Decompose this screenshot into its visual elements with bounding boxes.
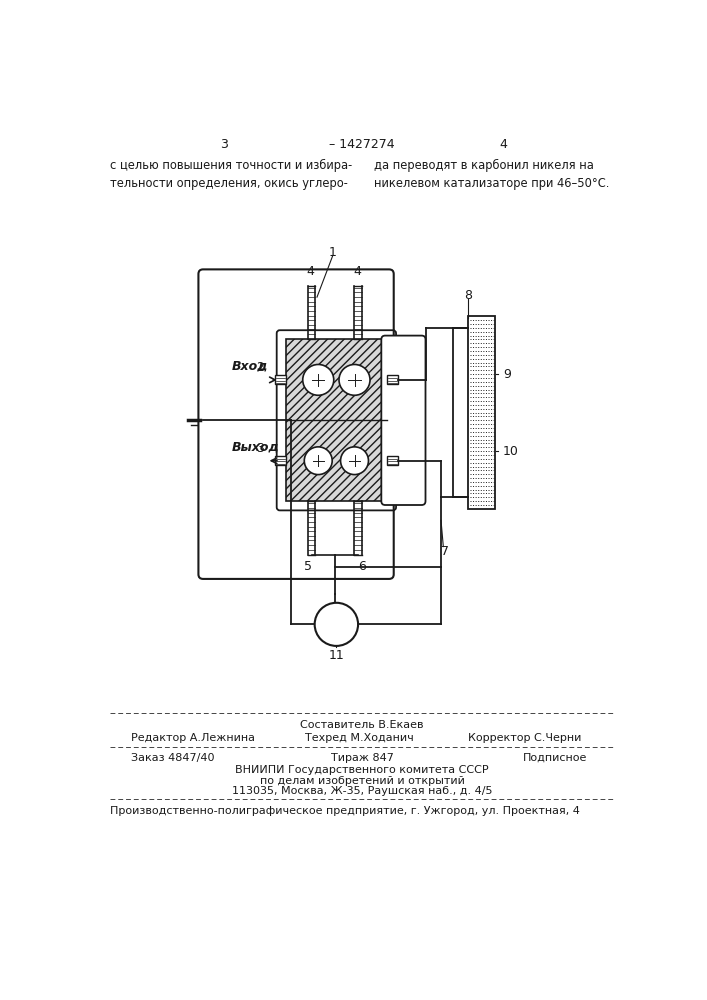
Text: 3: 3 [220, 138, 228, 151]
Text: Вход: Вход [232, 360, 268, 373]
Text: 6: 6 [358, 560, 366, 573]
Text: – 1427274: – 1427274 [329, 138, 395, 151]
Bar [468, 316, 495, 509]
Text: 8: 8 [464, 289, 472, 302]
Text: 113035, Москва, Ж-35, Раушская наб., д. 4/5: 113035, Москва, Ж-35, Раушская наб., д. … [232, 786, 492, 796]
Text: 9: 9 [503, 368, 511, 381]
Circle shape [304, 447, 332, 475]
Text: 11: 11 [329, 649, 344, 662]
Text: 1: 1 [329, 246, 337, 259]
Bar [387, 375, 397, 384]
Text: 4: 4 [499, 138, 507, 151]
Text: 10: 10 [503, 445, 519, 458]
Text: по делам изобретений и открытий: по делам изобретений и открытий [259, 776, 464, 786]
Bar [286, 339, 387, 501]
Text: Составитель В.Екаев: Составитель В.Екаев [300, 720, 423, 730]
Text: Корректор С.Черни: Корректор С.Черни [468, 733, 581, 743]
Text: 4: 4 [354, 265, 361, 278]
Text: ВНИИПИ Государственного комитета СССР: ВНИИПИ Государственного комитета СССР [235, 765, 489, 775]
Text: Производственно-полиграфическое предприятие, г. Ужгород, ул. Проектная, 4: Производственно-полиграфическое предприя… [110, 806, 580, 816]
FancyBboxPatch shape [199, 269, 394, 579]
Circle shape [339, 364, 370, 395]
Text: Выход: Выход [232, 440, 279, 453]
Text: Редактор А.Лежнина: Редактор А.Лежнина [131, 733, 255, 743]
Text: 4: 4 [307, 265, 315, 278]
Text: Тираж 847: Тираж 847 [330, 753, 393, 763]
Text: Заказ 4847/40: Заказ 4847/40 [131, 753, 214, 763]
Circle shape [341, 447, 368, 475]
Bar [275, 375, 286, 384]
Circle shape [303, 364, 334, 395]
Text: Техред М.Ходанич: Техред М.Ходанич [305, 733, 414, 743]
Bar [387, 456, 397, 465]
Text: да переводят в карбонил никеля на
никелевом катализаторе при 46–50°С.: да переводят в карбонил никеля на никеле… [373, 158, 609, 190]
Circle shape [315, 603, 358, 646]
Text: Подписное: Подписное [522, 753, 587, 763]
Text: 2: 2 [257, 361, 264, 374]
FancyBboxPatch shape [381, 336, 426, 505]
Text: 5: 5 [304, 560, 312, 573]
Text: 7: 7 [441, 545, 449, 558]
Bar [275, 456, 286, 465]
Text: 3: 3 [257, 442, 264, 455]
Text: с целью повышения точности и избира-
тельности определения, окись углеро-: с целью повышения точности и избира- тел… [110, 158, 352, 190]
